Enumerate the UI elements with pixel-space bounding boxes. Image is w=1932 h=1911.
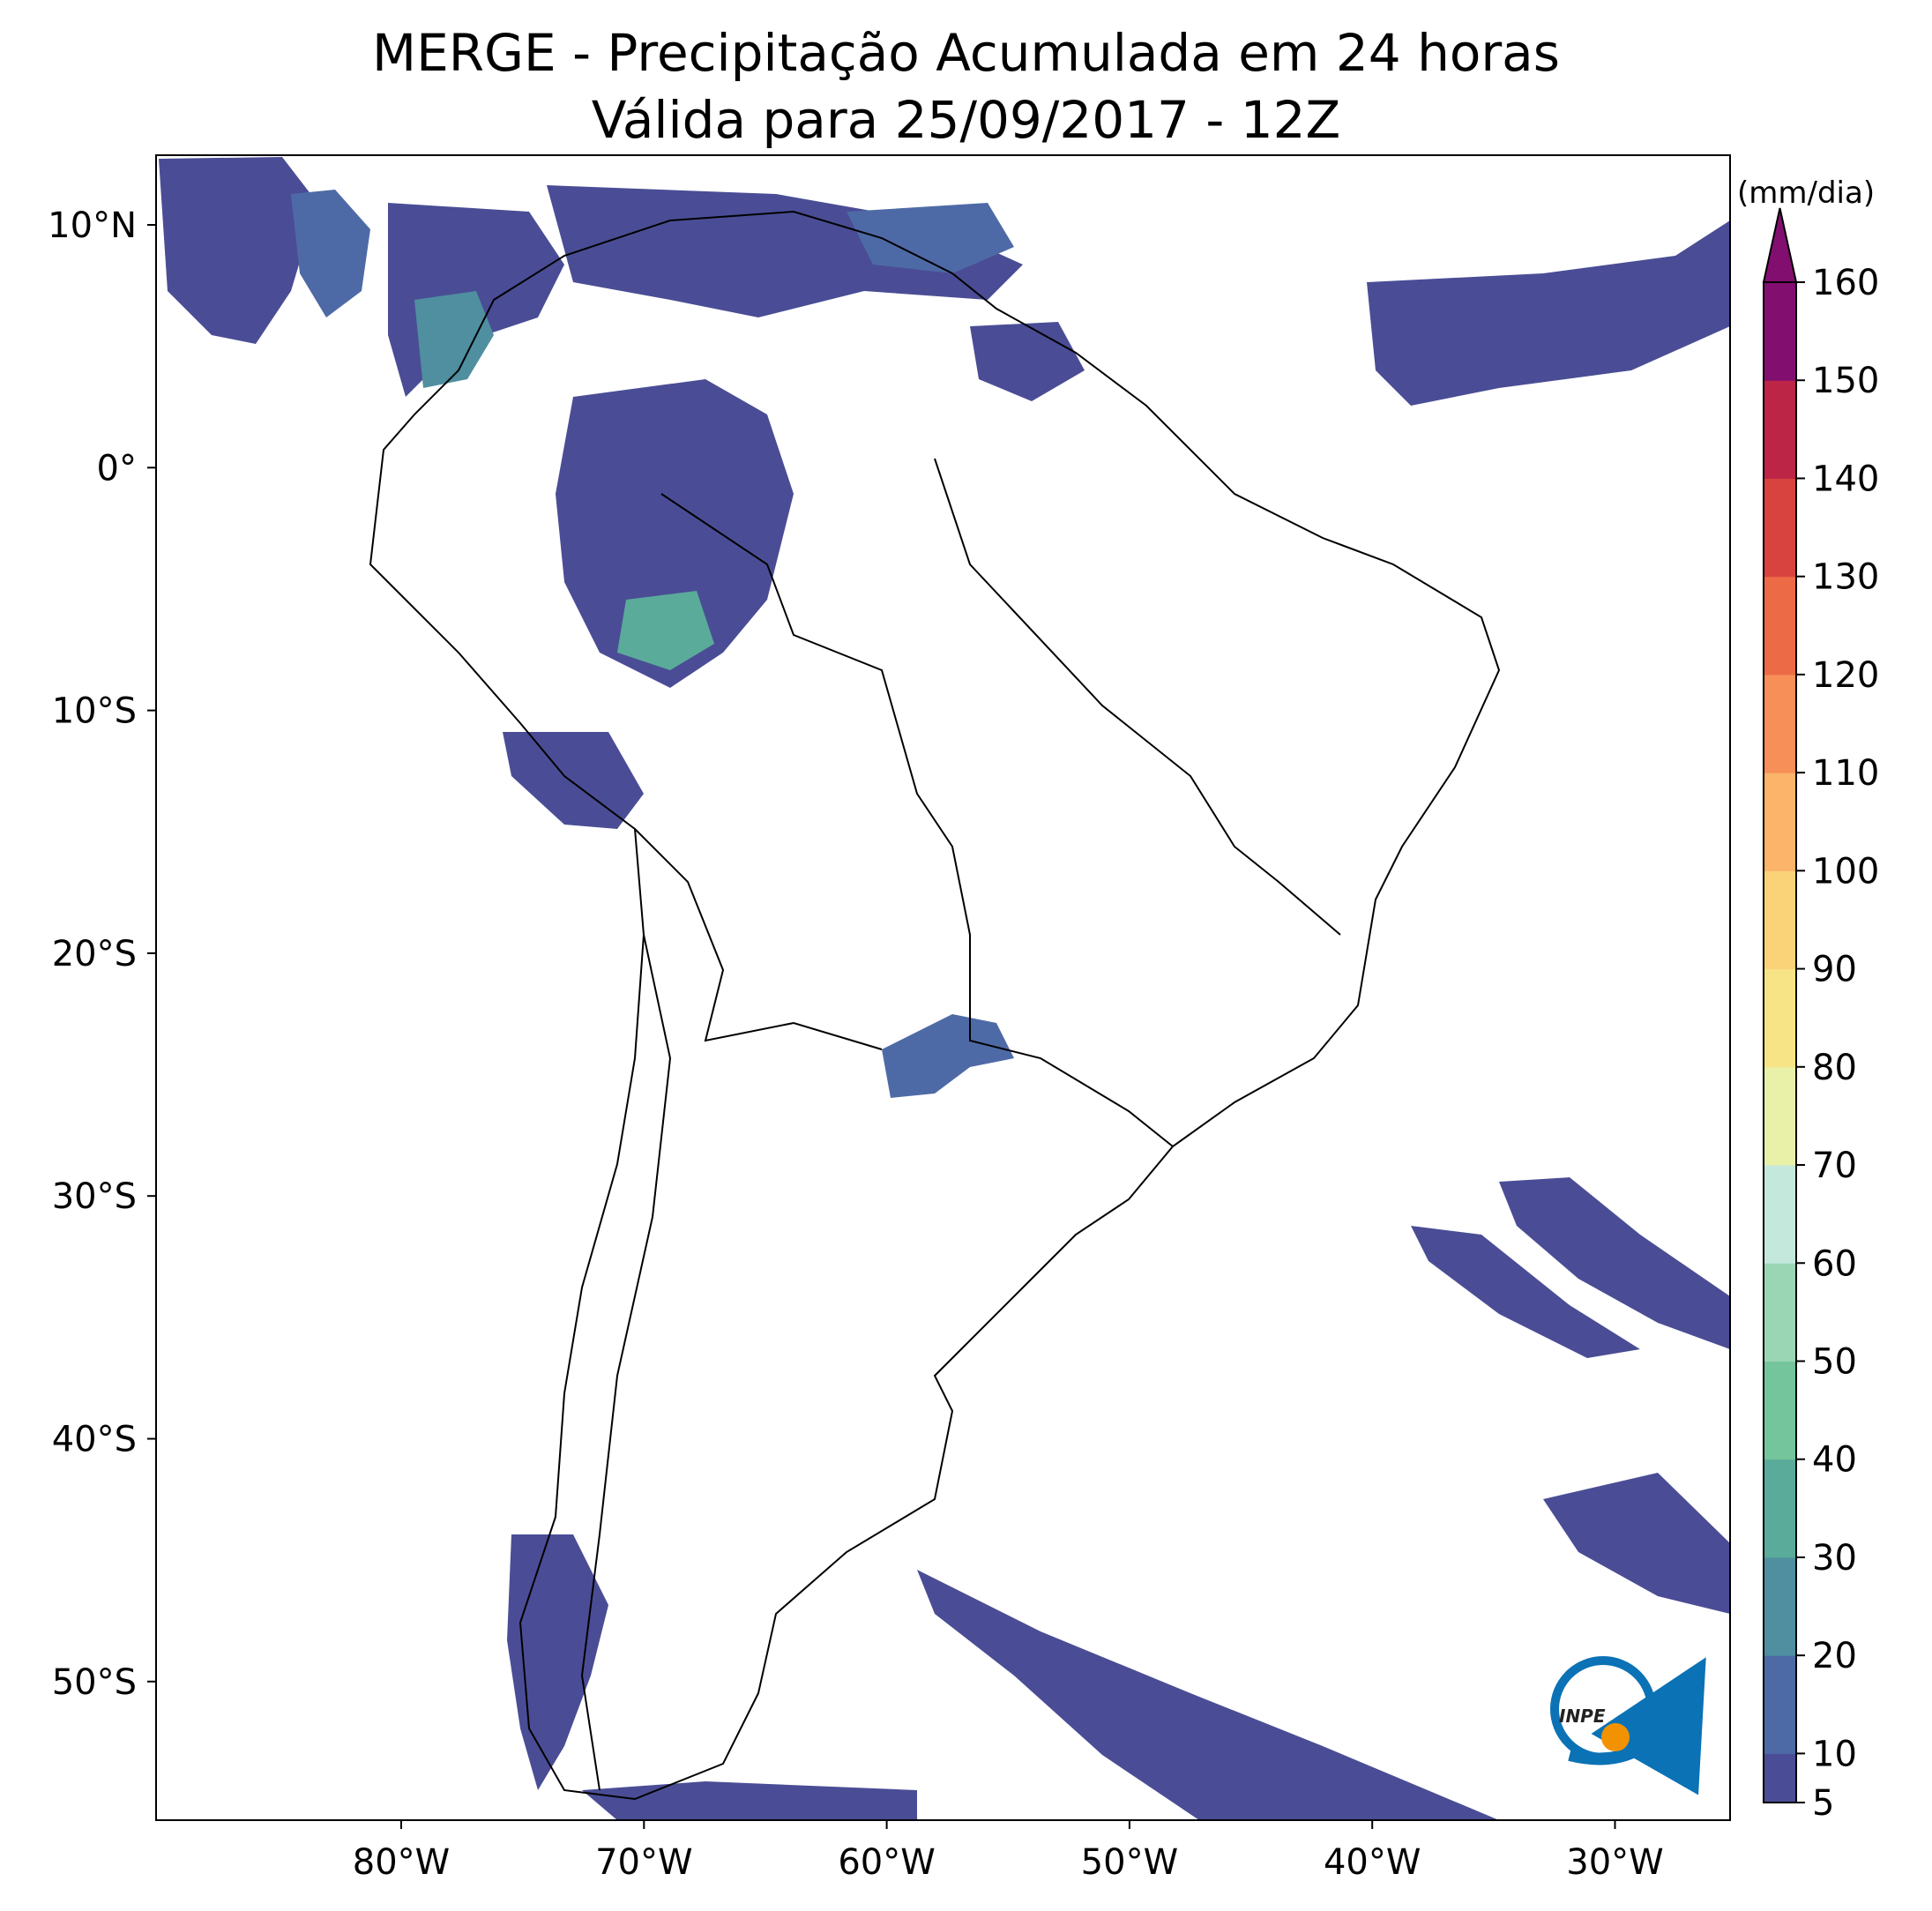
colorbar-tick-label: 110 — [1812, 753, 1879, 794]
colorbar-tick-label: 10 — [1812, 1734, 1857, 1774]
inpe-logo: INPE — [1550, 1656, 1706, 1795]
plot-frame — [155, 154, 1731, 1821]
map-layers — [159, 157, 1730, 1820]
precip-area-tierra-del-fuego — [582, 1781, 917, 1820]
border-brazil-states — [934, 458, 1341, 936]
border-brazil-west — [660, 493, 1174, 1147]
lat-tick-label: 40°S — [52, 1420, 137, 1460]
precip-area-peru — [503, 732, 644, 829]
colorbar-band — [1764, 968, 1796, 1068]
colorbar-band — [1764, 1655, 1796, 1754]
lat-tick-label: 10°S — [52, 691, 137, 732]
colorbar-tick-label: 100 — [1812, 851, 1879, 892]
precip-area-atlantic-s3 — [1543, 1473, 1730, 1614]
colorbar-band — [1764, 576, 1796, 676]
colorbar-tick-label: 60 — [1812, 1243, 1857, 1284]
precip-area-guiana — [970, 322, 1085, 401]
lon-tick-label: 50°W — [1081, 1842, 1178, 1883]
lat-tick-label: 0° — [97, 448, 137, 489]
precip-area-amazon-core — [617, 591, 714, 670]
colorbar-tick-label: 70 — [1812, 1146, 1857, 1186]
precip-area-colombia-core — [414, 291, 494, 388]
colorbar-band — [1764, 1361, 1796, 1460]
colorbar-band — [1764, 1556, 1796, 1656]
lon-tick-label: 40°W — [1324, 1842, 1421, 1883]
colorbar-band — [1764, 478, 1796, 578]
colorbar-band — [1764, 380, 1796, 479]
south-america-outline — [369, 210, 1501, 1801]
colorbar-band — [1764, 1263, 1796, 1362]
precip-area-caribbean-east — [847, 203, 1014, 273]
colorbar-tick-label: 150 — [1812, 361, 1879, 401]
title-line-2: Válida para 25/09/2017 - 12Z — [591, 90, 1341, 150]
precip-area-atlantic-s1 — [1499, 1177, 1730, 1349]
precip-area-atlantic-s2 — [1411, 1226, 1640, 1358]
border-andes — [634, 828, 883, 1050]
country-borders — [369, 210, 1501, 1801]
lat-tick-label: 10°N — [48, 205, 137, 246]
colorbar-tick-label: 40 — [1812, 1440, 1857, 1481]
precip-area-caribbean — [159, 157, 317, 344]
precip-area-patagonia — [507, 1534, 608, 1790]
colorbar-band — [1764, 674, 1796, 773]
colorbar-tick-label: 20 — [1812, 1636, 1857, 1676]
colorbar-band — [1764, 1165, 1796, 1264]
colorbar-tick-label: 140 — [1812, 459, 1879, 499]
colorbar-band — [1764, 1066, 1796, 1166]
precipitation-layer — [159, 157, 1730, 1820]
colorbar-frame — [1763, 281, 1797, 1803]
map-title: MERGE - Precipitação Acumulada em 24 hor… — [0, 19, 1932, 153]
colorbar-band — [1764, 1459, 1796, 1558]
colorbar-ticks: 5 10 20 30 40 50 60 70 80 90 100 110 120 130 140 150 160 — [1796, 263, 1879, 1824]
title-line-1: MERGE - Precipitação Acumulada em 24 hor… — [372, 23, 1560, 83]
lon-tick-label: 80°W — [353, 1842, 450, 1883]
lon-tick-label: 70°W — [595, 1842, 692, 1883]
inpe-logo-arrow — [1568, 1657, 1706, 1795]
latitude-ticks: 10°N 0° 10°S 20°S 30°S 40°S 50°S — [48, 205, 156, 1703]
colorbar-tick-label: 50 — [1812, 1341, 1857, 1382]
colorbar-bands — [1764, 282, 1796, 1803]
lon-tick-label: 60°W — [838, 1842, 935, 1883]
colorbar-tick-label: 80 — [1812, 1048, 1857, 1088]
longitude-ticks: 80°W 70°W 60°W 50°W 40°W 30°W — [353, 1820, 1664, 1883]
inpe-logo-text: INPE — [1559, 1706, 1606, 1727]
colorbar-band — [1764, 282, 1796, 381]
lat-tick-label: 30°S — [52, 1176, 137, 1217]
inpe-logo-sun — [1601, 1723, 1630, 1751]
colorbar-band — [1764, 773, 1796, 871]
colorbar-band — [1764, 870, 1796, 970]
lat-tick-label: 50°S — [52, 1662, 137, 1703]
precip-area-south-atlantic — [917, 1570, 1499, 1820]
colorbar-tick-label: 120 — [1812, 655, 1879, 696]
precip-area-atlantic-ne — [1367, 220, 1730, 406]
colorbar-extend-arrow — [1762, 207, 1798, 283]
colorbar-unit: (mm/dia) — [1737, 175, 1875, 211]
border-argentina-chile — [580, 934, 672, 1791]
lon-tick-label: 30°W — [1566, 1842, 1663, 1883]
precip-area-central-america — [291, 190, 370, 317]
colorbar-tick-label: 30 — [1812, 1538, 1857, 1579]
colorbar-tick-label: 160 — [1812, 263, 1879, 303]
colorbar: 5 10 20 30 40 50 60 70 80 90 100 110 120 130 140 150 160… — [1737, 175, 1879, 1824]
precip-area-amazon — [556, 379, 794, 688]
colorbar-tick-label: 90 — [1812, 950, 1857, 990]
lat-tick-label: 20°S — [52, 934, 137, 974]
colorbar-tick-label: 130 — [1812, 557, 1879, 598]
colorbar-band — [1764, 1753, 1796, 1803]
colorbar-tick-label: 5 — [1812, 1783, 1834, 1824]
precip-area-paraguay — [882, 1014, 1014, 1098]
